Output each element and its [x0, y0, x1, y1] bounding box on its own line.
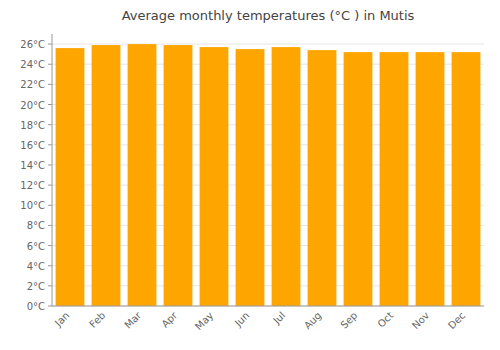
x-tick-label: Jun	[232, 310, 252, 330]
y-tick-label: 26°C	[20, 39, 45, 50]
y-tick	[48, 104, 52, 105]
y-axis-line	[52, 34, 53, 306]
bar	[200, 47, 229, 306]
x-tick-label: Apr	[159, 309, 180, 330]
y-tick-label: 22°C	[20, 79, 45, 90]
y-tick	[48, 245, 52, 246]
y-tick	[48, 225, 52, 226]
y-tick	[48, 84, 52, 85]
y-tick	[48, 164, 52, 165]
y-tick-label: 6°C	[27, 241, 45, 252]
bar	[92, 45, 121, 306]
x-tick-label: May	[193, 310, 215, 332]
bar	[236, 49, 265, 306]
y-tick-label: 10°C	[20, 200, 45, 211]
y-tick	[48, 205, 52, 206]
title: Average monthly temperatures (°C ) in Mu…	[122, 8, 415, 23]
x-axis: Jan Feb Mar Apr May Jun Jul Aug Sep Oct Nov Dec	[52, 306, 484, 332]
x-tick-label: Aug	[302, 310, 324, 332]
x-tick-label: Feb	[87, 310, 107, 330]
bar	[272, 47, 301, 306]
bars	[56, 44, 481, 306]
chart: Average monthly temperatures (°C ) in Mu…	[0, 0, 500, 350]
y-tick	[48, 185, 52, 186]
y-tick	[48, 265, 52, 266]
y-tick	[48, 285, 52, 286]
grid-line	[52, 306, 484, 307]
y-tick-label: 14°C	[20, 160, 45, 171]
x-tick-label: Sep	[338, 310, 359, 331]
y-tick-label: 24°C	[20, 59, 45, 70]
y-tick-label: 20°C	[20, 100, 45, 111]
y-tick	[48, 144, 52, 145]
bar	[308, 50, 337, 306]
grid	[52, 44, 484, 306]
y-tick-label: 2°C	[27, 281, 45, 292]
y-tick-label: 4°C	[27, 261, 45, 272]
chart-container: Average monthly temperatures (°C ) in Mu…	[0, 0, 500, 350]
bar	[344, 52, 373, 306]
y-tick	[48, 124, 52, 125]
bar	[56, 48, 85, 306]
y-tick-label: 18°C	[20, 120, 45, 131]
y-tick-label: 0°C	[27, 301, 45, 312]
x-tick-label: Jan	[52, 310, 71, 329]
y-tick	[48, 44, 52, 45]
bar	[416, 52, 445, 306]
bar	[128, 44, 157, 306]
y-tick-label: 8°C	[27, 220, 45, 231]
bar	[452, 52, 481, 306]
x-tick-label: Jul	[270, 310, 287, 327]
bar	[380, 52, 409, 306]
grid-line	[52, 44, 484, 45]
y-tick-label: 16°C	[20, 140, 45, 151]
y-tick-label: 12°C	[20, 180, 45, 191]
y-tick	[48, 64, 52, 65]
x-tick-label: Nov	[410, 310, 432, 332]
x-tick-label: Mar	[122, 309, 144, 331]
x-axis-line	[52, 306, 484, 307]
y-tick	[48, 306, 52, 307]
x-tick-label: Oct	[375, 310, 395, 330]
y-axis: 0°C 2°C 4°C 6°C 8°C 10°C 12°C 14°C 16°C 18°C 20°C 2…	[20, 34, 52, 312]
x-tick-label: Dec	[446, 310, 467, 331]
bar	[164, 45, 193, 306]
